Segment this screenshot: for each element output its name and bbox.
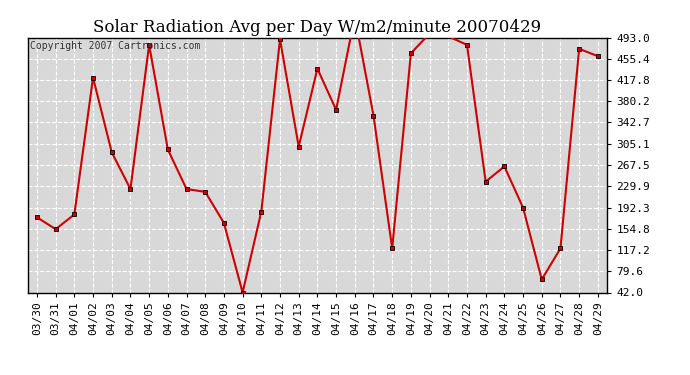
Text: Copyright 2007 Cartronics.com: Copyright 2007 Cartronics.com [30,41,201,51]
Title: Solar Radiation Avg per Day W/m2/minute 20070429: Solar Radiation Avg per Day W/m2/minute … [93,19,542,36]
